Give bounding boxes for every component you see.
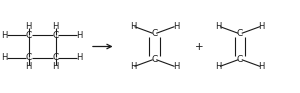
Text: C: C — [237, 55, 243, 64]
Text: C: C — [26, 31, 32, 40]
Text: C: C — [152, 55, 158, 64]
Text: H: H — [215, 22, 222, 31]
Text: H: H — [258, 22, 265, 31]
Text: H: H — [25, 62, 32, 70]
Text: H: H — [215, 62, 222, 71]
Text: H: H — [52, 62, 59, 70]
Text: H: H — [76, 31, 83, 40]
Text: C: C — [52, 31, 59, 40]
Text: H: H — [173, 22, 179, 31]
Text: H: H — [76, 53, 83, 62]
Text: C: C — [26, 53, 32, 62]
Text: H: H — [258, 62, 265, 71]
Text: H: H — [130, 62, 136, 71]
Text: H: H — [173, 62, 179, 71]
Text: C: C — [152, 29, 158, 38]
Text: C: C — [52, 53, 59, 62]
Text: H: H — [25, 23, 32, 31]
Text: H: H — [1, 31, 8, 40]
Text: H: H — [130, 22, 136, 31]
Text: H: H — [1, 53, 8, 62]
Text: +: + — [195, 41, 204, 52]
Text: H: H — [52, 23, 59, 31]
Text: C: C — [237, 29, 243, 38]
